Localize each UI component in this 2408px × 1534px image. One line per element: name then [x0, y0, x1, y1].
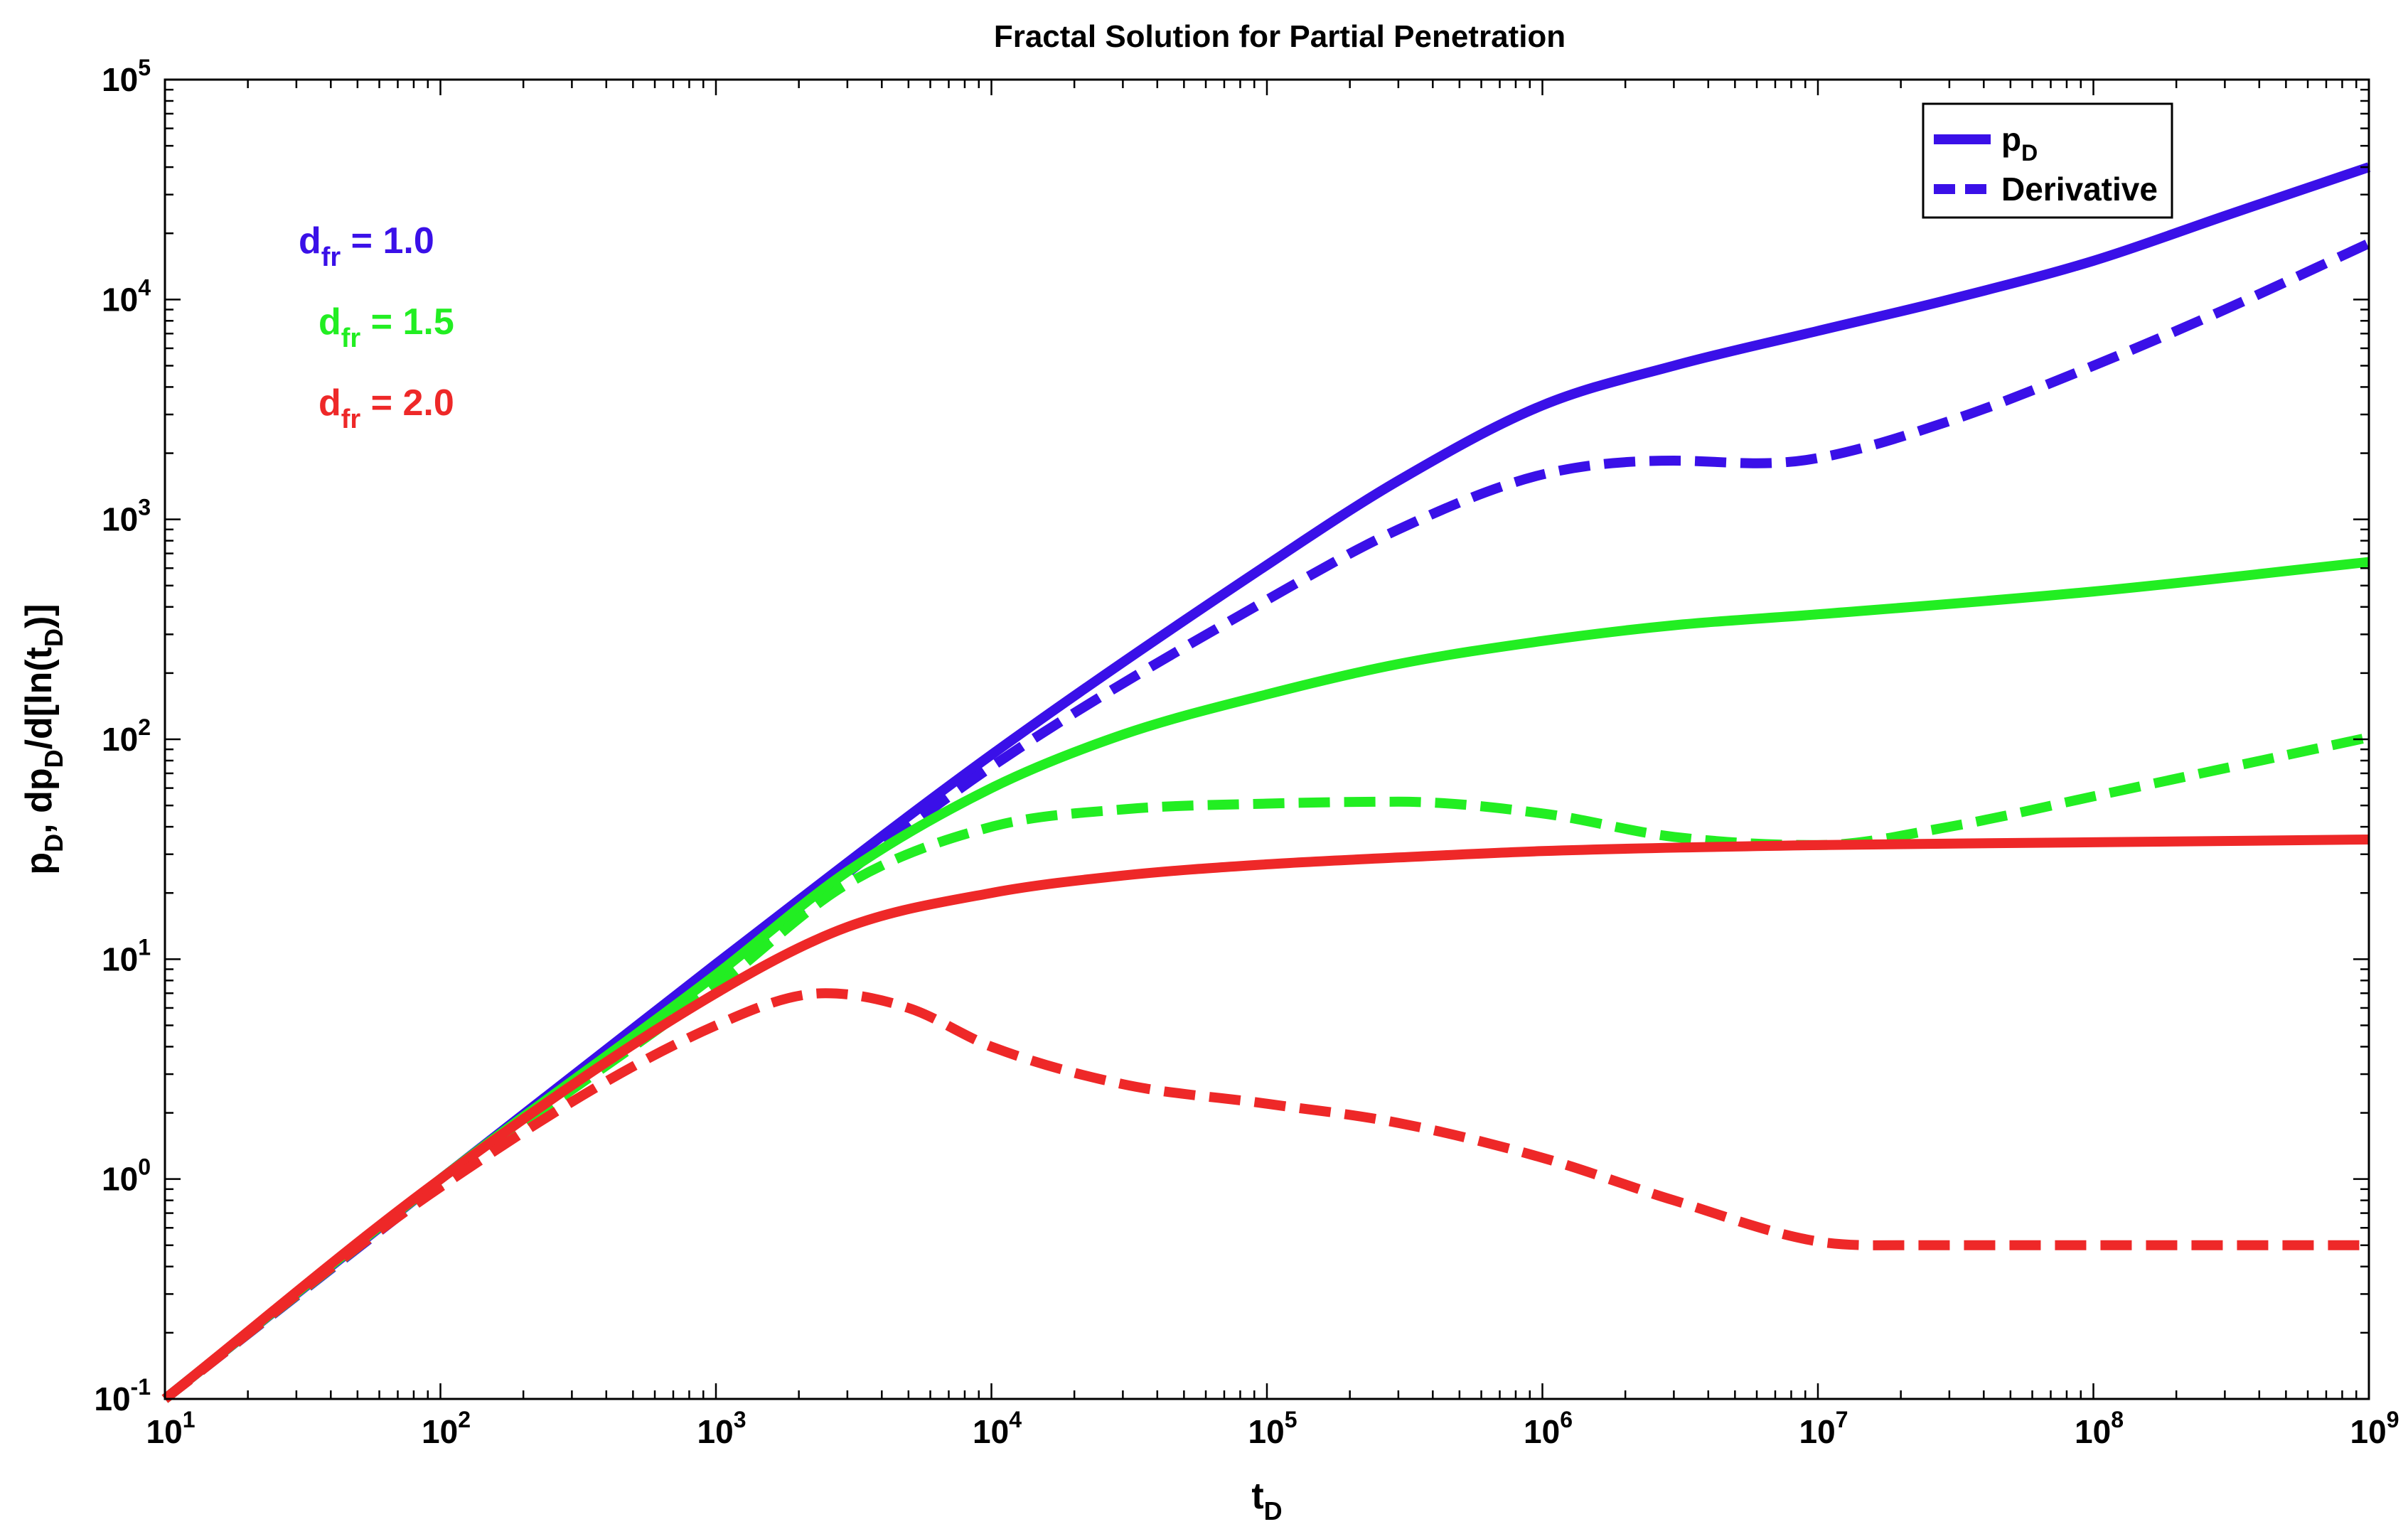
annotations: dfr = 1.0 dfr = 1.5 dfr = 2.0 — [299, 220, 454, 434]
series-layer — [161, 162, 2371, 1403]
y-tick-label: 105 — [102, 55, 151, 98]
y-tick-label: 101 — [102, 934, 151, 977]
series-d-fr-1-5-derivative-line — [161, 732, 2370, 1403]
y-tick-label: 10-1 — [94, 1374, 151, 1417]
y-axis-label: pD, dpD/d[ln(tD)] — [18, 604, 68, 874]
chart-title: Fractal Solution for Partial Penetration — [994, 19, 1566, 54]
x-tick-label: 104 — [973, 1407, 1022, 1450]
legend-entries: pD Derivative — [1934, 121, 2158, 208]
annotation-1-5: dfr = 1.5 — [319, 301, 454, 353]
tick-labels: 101 102 103 104 105 106 107 108 109 10-1 100 101 102… — [94, 55, 2399, 1450]
annotation-2-0: dfr = 2.0 — [319, 382, 454, 434]
series-d-fr-2-0-derivative-line — [161, 988, 2369, 1403]
x-tick-label: 106 — [1524, 1407, 1573, 1450]
x-axis-label-main: t — [1251, 1476, 1263, 1517]
y-tick-label: 100 — [102, 1154, 151, 1198]
ticks-layer — [164, 78, 2370, 1400]
y-tick-label: 103 — [102, 495, 151, 538]
x-tick-label: 107 — [1799, 1407, 1848, 1450]
x-tick-label: 101 — [146, 1407, 196, 1450]
series-d-fr-2-0-p-d-line — [161, 835, 2370, 1403]
x-tick-label: 105 — [1248, 1407, 1297, 1450]
legend-box — [1922, 102, 2173, 219]
series-d-fr-1-0-derivative-line — [161, 239, 2371, 1403]
x-tick-label: 103 — [697, 1407, 747, 1450]
y-axis-label-part: D — [39, 749, 68, 768]
y-tick-label: 104 — [102, 274, 151, 318]
x-tick-label: 102 — [422, 1407, 471, 1450]
y-axis-label-part: D — [39, 628, 68, 647]
y-axis-label-part: )] — [18, 604, 60, 628]
y-axis-label-part: p — [18, 852, 60, 875]
legend: pD Derivative — [1922, 102, 2173, 219]
annotation-1-0: dfr = 1.0 — [299, 220, 434, 272]
x-tick-label: 108 — [2075, 1407, 2124, 1450]
x-tick-label: 109 — [2350, 1407, 2399, 1450]
x-axis-label: tD — [1251, 1476, 1282, 1525]
y-axis-label-part: , dp — [18, 768, 60, 833]
y-tick-label: 102 — [102, 714, 151, 758]
legend-label-p: pD — [2001, 121, 2038, 166]
y-axis-label-part: D — [39, 834, 68, 852]
legend-label-derivative: Derivative — [2001, 171, 2158, 208]
y-axis-label-part: /d[ln(t — [18, 647, 60, 749]
series-d-fr-1-0-p-d-line — [161, 162, 2371, 1403]
x-axis-label-sub: D — [1264, 1496, 1283, 1525]
series-d-fr-1-5-p-d-line — [161, 557, 2370, 1403]
